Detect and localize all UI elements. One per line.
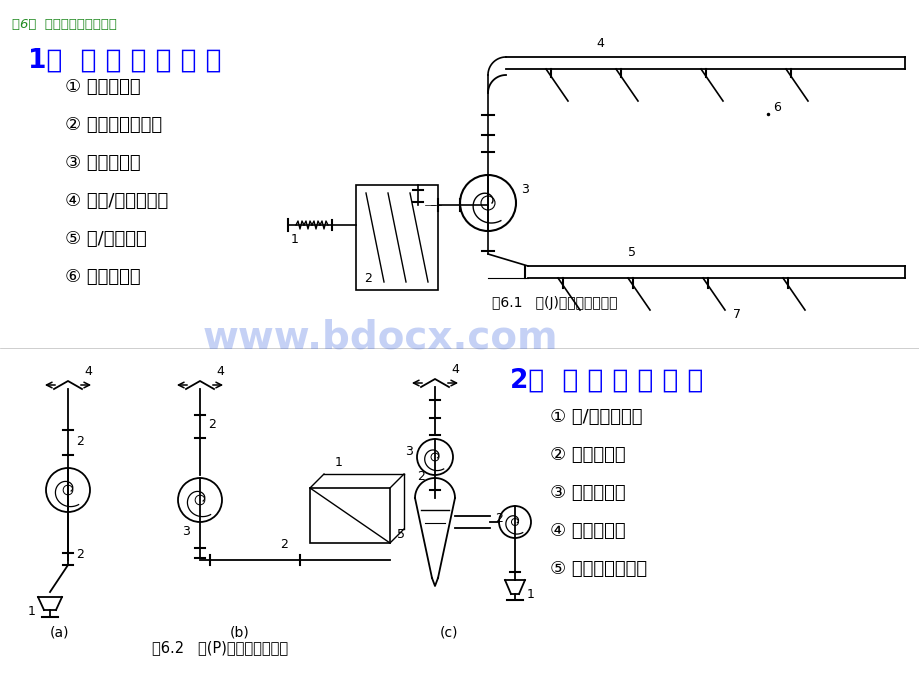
Text: 2: 2 [494, 512, 503, 525]
Text: ⑤ 送/回风口；: ⑤ 送/回风口； [65, 230, 147, 248]
Text: ④ 送风/回风管道；: ④ 送风/回风管道； [65, 192, 168, 210]
Text: (c): (c) [439, 625, 458, 639]
Bar [310, 488, 390, 543]
Text: 图6.2   排(P)风系统组成示意: 图6.2 排(P)风系统组成示意 [152, 640, 288, 655]
Text: 图6.1   送(J)风系统组成示意: 图6.1 送(J)风系统组成示意 [492, 296, 617, 310]
Text: 5: 5 [628, 246, 635, 259]
Text: ③ 送风机械；: ③ 送风机械； [65, 154, 141, 172]
Text: 1）  送 风 系 统 组 成: 1） 送 风 系 统 组 成 [28, 48, 221, 74]
Text: 1: 1 [28, 605, 36, 618]
Text: ① 进风装置；: ① 进风装置； [65, 78, 141, 96]
Text: ⑥ 管道部件；: ⑥ 管道部件； [65, 268, 141, 286]
Text: 2）  排 风 系 统 组 成: 2） 排 风 系 统 组 成 [509, 368, 703, 394]
Text: 4: 4 [216, 365, 223, 378]
Text: (a): (a) [50, 625, 70, 639]
Text: 3: 3 [404, 445, 413, 458]
Text: 第6章  通风空调工程量计算: 第6章 通风空调工程量计算 [12, 18, 117, 31]
Text: ④ 净化装置；: ④ 净化装置； [550, 522, 625, 540]
Text: 2: 2 [208, 418, 216, 431]
Text: 1: 1 [290, 233, 299, 246]
Text: 2: 2 [279, 538, 288, 551]
Bar [356, 185, 437, 290]
Text: 7: 7 [732, 308, 740, 321]
Text: 2: 2 [76, 435, 84, 448]
Text: ② 排风管道；: ② 排风管道； [550, 446, 625, 464]
Text: 2: 2 [364, 272, 371, 285]
Text: 3: 3 [182, 525, 189, 538]
Text: ③ 排风设备；: ③ 排风设备； [550, 484, 625, 502]
Text: 2: 2 [76, 548, 84, 561]
Text: www.bdocx.com: www.bdocx.com [202, 318, 557, 356]
Text: 5: 5 [397, 528, 404, 541]
Text: ② 空气处理装置；: ② 空气处理装置； [65, 116, 162, 134]
Text: 4: 4 [84, 365, 92, 378]
Text: ① 排/吸风装置；: ① 排/吸风装置； [550, 408, 641, 426]
Text: 1: 1 [335, 456, 343, 469]
Text: 6: 6 [772, 101, 780, 114]
Text: ⑤ 其它管道部件。: ⑤ 其它管道部件。 [550, 560, 646, 578]
Text: 1: 1 [527, 588, 534, 601]
Text: (b): (b) [230, 625, 249, 639]
Text: 2: 2 [416, 470, 425, 483]
Text: 4: 4 [450, 363, 459, 376]
Text: 4: 4 [596, 37, 603, 50]
Text: 3: 3 [520, 183, 528, 196]
